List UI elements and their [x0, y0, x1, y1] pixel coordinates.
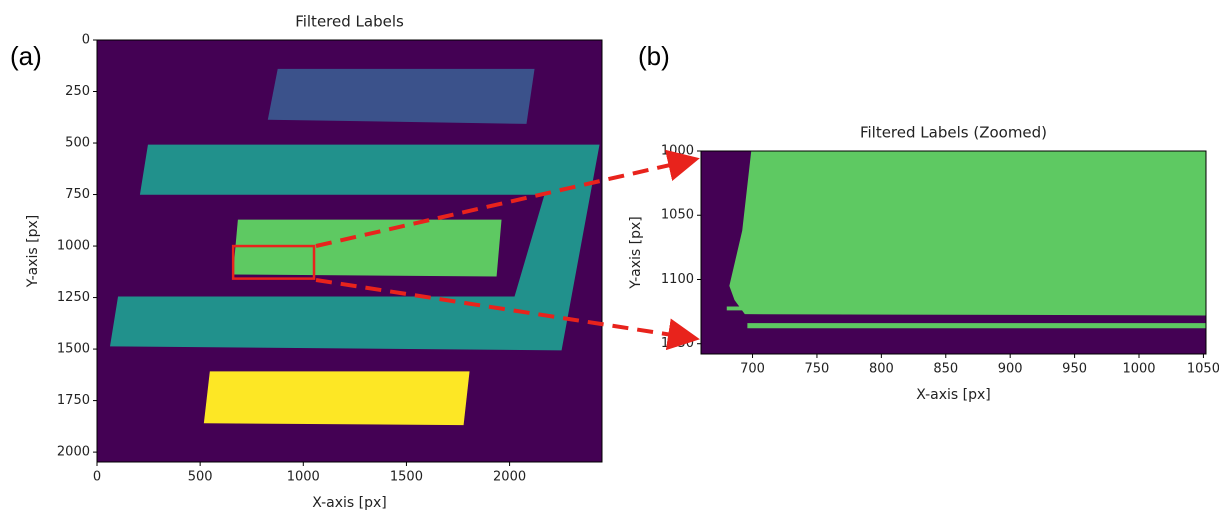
panel-label: (b) [638, 41, 670, 71]
label-region [204, 371, 470, 425]
label-region [729, 151, 1206, 315]
panel-label: (a) [10, 41, 42, 71]
y-tick-label: 1250 [57, 290, 90, 305]
y-tick-label: 500 [65, 136, 90, 151]
label-region [233, 220, 502, 277]
y-tick-label: 250 [65, 84, 90, 99]
y-tick-label: 1000 [661, 144, 694, 159]
x-tick-label: 750 [805, 362, 830, 377]
x-tick-label: 1050 [1187, 362, 1219, 377]
y-tick-label: 1050 [661, 208, 694, 223]
chart-title: Filtered Labels [295, 13, 404, 31]
chart-title: Filtered Labels (Zoomed) [860, 124, 1047, 142]
x-tick-label: 1500 [390, 470, 423, 485]
label-region [747, 323, 1206, 328]
figure: (a) (b) 05001000150020000250500750100012… [0, 0, 1219, 511]
x-tick-label: 800 [869, 362, 894, 377]
x-tick-label: 700 [740, 362, 765, 377]
y-tick-label: 1500 [57, 342, 90, 357]
y-tick-label: 1000 [57, 239, 90, 254]
y-tick-label: 1750 [57, 393, 90, 408]
x-tick-label: 1000 [1122, 362, 1155, 377]
x-axis-label: X-axis [px] [312, 495, 387, 511]
label-region [268, 69, 535, 124]
x-tick-label: 0 [93, 470, 101, 485]
y-axis-label: Y-axis [px] [628, 216, 644, 290]
x-tick-label: 500 [188, 470, 213, 485]
image-regions [727, 151, 1206, 328]
x-tick-label: 1000 [287, 470, 320, 485]
x-tick-label: 950 [1062, 362, 1087, 377]
y-tick-label: 1100 [661, 272, 694, 287]
x-tick-label: 900 [998, 362, 1023, 377]
y-axis-label: Y-axis [px] [25, 215, 41, 289]
x-tick-label: 2000 [493, 470, 526, 485]
y-tick-label: 0 [82, 33, 90, 48]
label-region [727, 306, 772, 310]
y-tick-label: 750 [65, 187, 90, 202]
y-tick-label: 2000 [57, 445, 90, 460]
x-axis-label: X-axis [px] [916, 387, 991, 403]
x-tick-label: 850 [933, 362, 958, 377]
